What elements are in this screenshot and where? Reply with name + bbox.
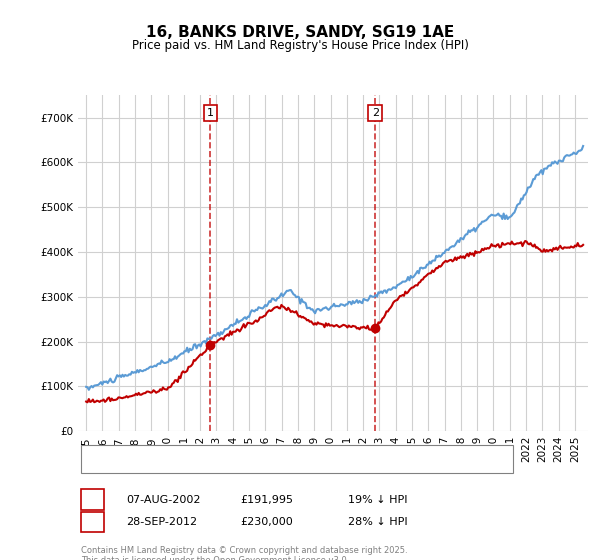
Text: ——: —— xyxy=(88,459,116,473)
Text: 2: 2 xyxy=(89,517,96,527)
Text: 28% ↓ HPI: 28% ↓ HPI xyxy=(348,517,407,527)
Text: —: — xyxy=(93,456,113,475)
Text: 28-SEP-2012: 28-SEP-2012 xyxy=(126,517,197,527)
Text: ——: —— xyxy=(88,448,116,461)
Text: Contains HM Land Registry data © Crown copyright and database right 2025.
This d: Contains HM Land Registry data © Crown c… xyxy=(81,546,407,560)
Text: 16, BANKS DRIVE, SANDY, SG19 1AE: 16, BANKS DRIVE, SANDY, SG19 1AE xyxy=(146,25,454,40)
Text: £230,000: £230,000 xyxy=(240,517,293,527)
Text: 16, BANKS DRIVE, SANDY, SG19 1AE (detached house): 16, BANKS DRIVE, SANDY, SG19 1AE (detach… xyxy=(114,450,382,460)
Text: 07-AUG-2002: 07-AUG-2002 xyxy=(126,494,200,505)
Text: HPI: Average price, detached house, Central Bedfordshire: HPI: Average price, detached house, Cent… xyxy=(126,461,407,471)
Text: 16, BANKS DRIVE, SANDY, SG19 1AE (detached house): 16, BANKS DRIVE, SANDY, SG19 1AE (detach… xyxy=(126,450,394,460)
Text: 2: 2 xyxy=(372,108,379,118)
Text: 19% ↓ HPI: 19% ↓ HPI xyxy=(348,494,407,505)
Text: 1: 1 xyxy=(207,108,214,118)
Text: 1: 1 xyxy=(89,494,96,505)
Text: Price paid vs. HM Land Registry's House Price Index (HPI): Price paid vs. HM Land Registry's House … xyxy=(131,39,469,52)
Text: —: — xyxy=(93,445,113,464)
Text: HPI: Average price, detached house, Central Bedfordshire: HPI: Average price, detached house, Cent… xyxy=(114,461,395,471)
Text: £191,995: £191,995 xyxy=(240,494,293,505)
